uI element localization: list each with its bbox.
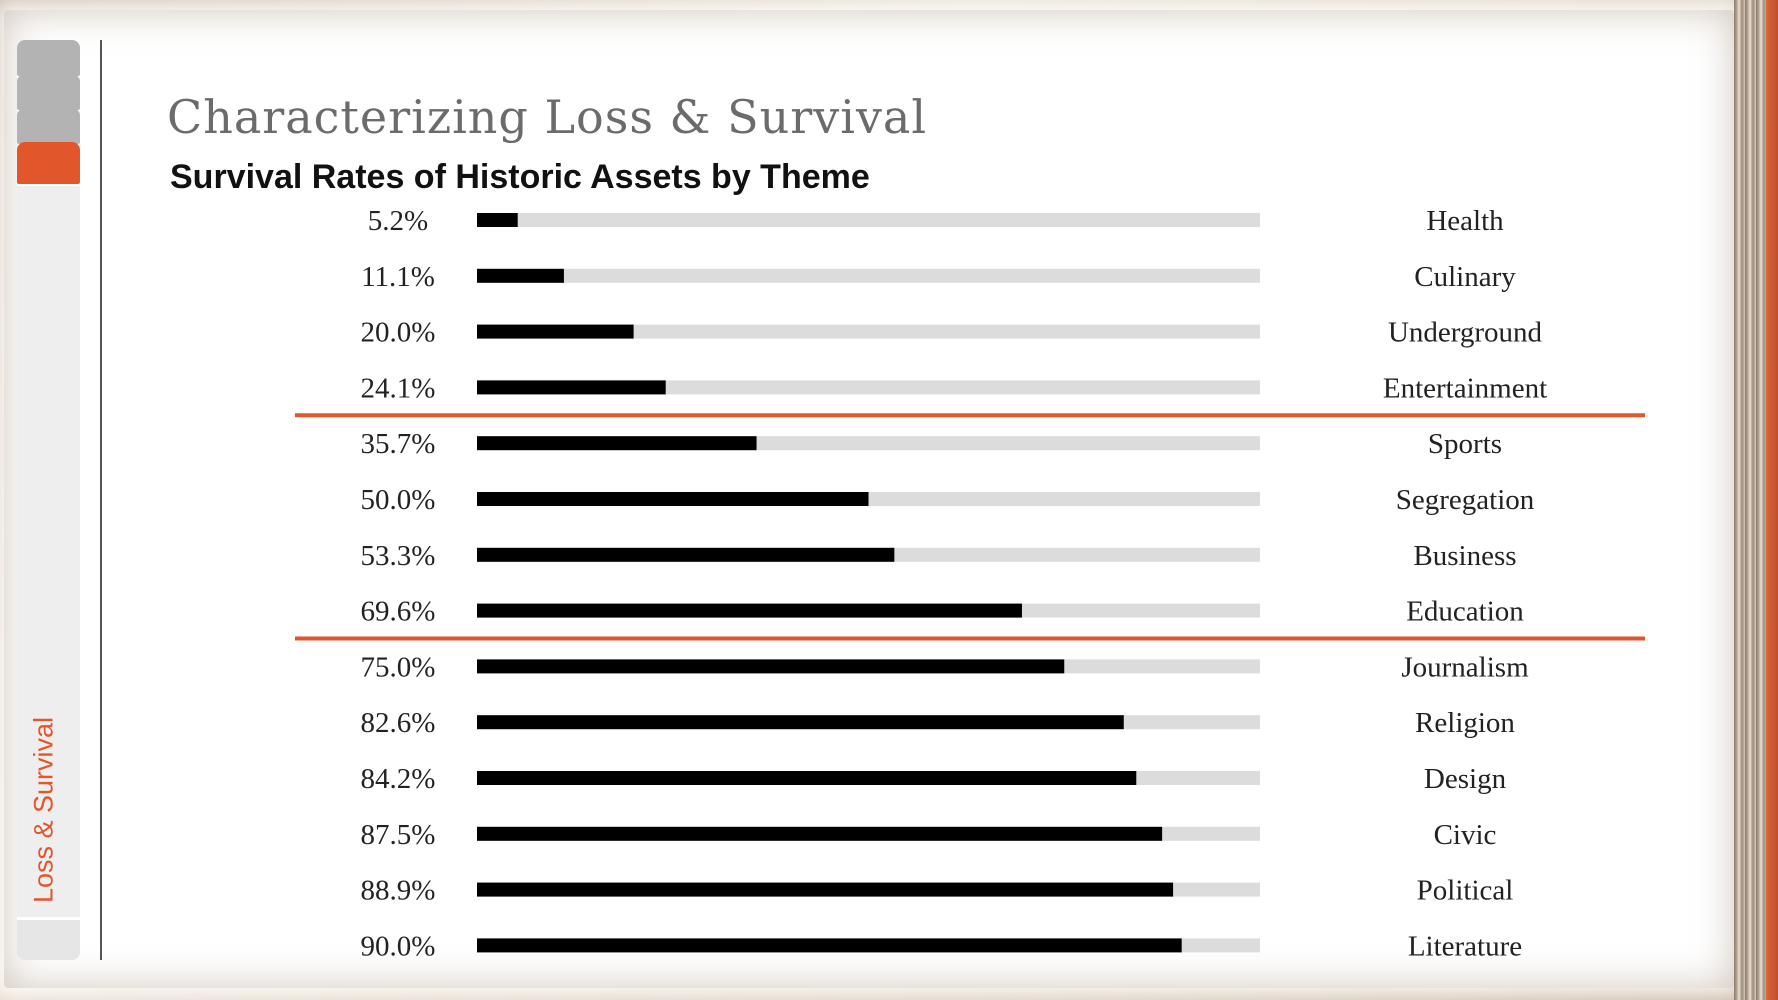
category-label: Education <box>1406 596 1524 628</box>
bar <box>477 268 564 283</box>
bar-value-label: 87.5% <box>361 819 436 851</box>
section-tab-column <box>17 40 80 960</box>
section-tab-3[interactable] <box>17 108 80 144</box>
bar <box>477 547 895 562</box>
section-tab-footer <box>17 917 80 960</box>
section-tab-active[interactable] <box>17 142 80 184</box>
bar <box>477 826 1163 841</box>
category-label: Underground <box>1388 317 1543 349</box>
bar-value-label: 11.1% <box>361 261 435 293</box>
section-tab-2[interactable] <box>17 74 80 110</box>
bar-value-label: 90.0% <box>361 930 436 962</box>
bar <box>477 603 1022 618</box>
bar <box>477 324 634 339</box>
bar-value-label: 69.6% <box>361 596 436 628</box>
bar-value-label: 35.7% <box>361 428 436 460</box>
bar <box>477 436 757 451</box>
bar <box>477 492 869 506</box>
bar-track <box>477 268 1260 283</box>
bar <box>477 938 1182 953</box>
category-label: Sports <box>1428 428 1502 460</box>
bar-value-label: 50.0% <box>361 484 436 516</box>
category-label: Religion <box>1415 707 1515 739</box>
category-label: Segregation <box>1396 484 1535 516</box>
category-label: Business <box>1413 540 1516 572</box>
bar <box>477 213 518 227</box>
bar-value-label: 53.3% <box>361 540 436 572</box>
section-tab-1[interactable] <box>17 40 80 76</box>
category-label: Political <box>1417 875 1514 907</box>
sidebar-divider <box>100 40 102 960</box>
bar-value-label: 84.2% <box>361 763 436 795</box>
book-cover-edge <box>1766 0 1778 1000</box>
bar-track <box>477 213 1260 227</box>
chart-title: Survival Rates of Historic Assets by The… <box>170 158 870 196</box>
bar-value-label: 75.0% <box>361 651 436 683</box>
bar-value-label: 82.6% <box>361 707 436 739</box>
bar-value-label: 24.1% <box>361 372 436 404</box>
category-label: Culinary <box>1414 261 1516 293</box>
category-label: Health <box>1426 205 1504 237</box>
category-label: Literature <box>1408 930 1522 962</box>
category-label: Civic <box>1434 819 1497 851</box>
bar <box>477 380 666 395</box>
bar-track <box>477 380 1260 395</box>
bar-value-label: 5.2% <box>368 205 428 237</box>
bar <box>477 715 1124 730</box>
bar <box>477 771 1137 785</box>
category-label: Design <box>1424 763 1507 795</box>
bar <box>477 882 1174 897</box>
category-label: Entertainment <box>1383 372 1547 404</box>
bar-track <box>477 324 1260 339</box>
page-title: Characterizing Loss & Survival <box>167 90 928 144</box>
bar-value-label: 88.9% <box>361 875 436 907</box>
bar <box>477 659 1065 674</box>
category-label: Journalism <box>1401 651 1529 683</box>
bar-value-label: 20.0% <box>361 317 436 349</box>
